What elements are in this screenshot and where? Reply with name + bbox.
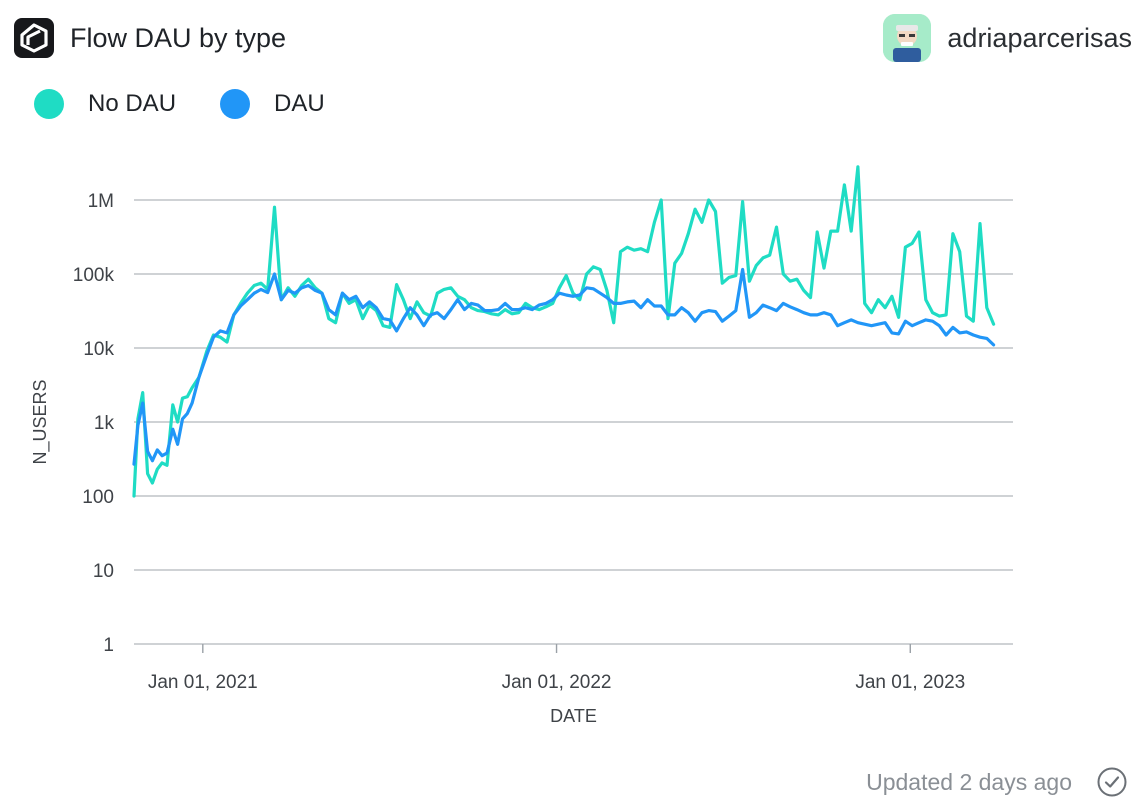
y-tick-label: 10k: [83, 339, 114, 360]
x-axis-label: DATE: [550, 706, 597, 726]
legend-swatch-dau: [220, 89, 251, 119]
user-avatar-icon[interactable]: [883, 14, 932, 62]
chart-legend: No DAU DAU: [34, 86, 369, 122]
series-line-no-dau[interactable]: [132, 165, 996, 498]
x-tick-label: Jan 01, 2021: [148, 672, 258, 693]
legend-swatch-no-dau: [34, 89, 64, 119]
chart-title: Flow DAU by type: [70, 23, 287, 53]
x-tick-label: Jan 01, 2022: [502, 672, 612, 693]
check-circle-icon[interactable]: [1096, 766, 1128, 798]
y-tick-label: 10: [93, 561, 114, 582]
legend-item-dau[interactable]: DAU: [220, 89, 325, 119]
x-tick-label: Jan 01, 2023: [855, 672, 965, 693]
legend-label-no-dau: No DAU: [88, 90, 177, 117]
updated-timestamp: Updated 2 days ago: [866, 768, 1072, 795]
chart-footer: Updated 2 days ago: [866, 766, 1128, 798]
y-tick-label: 1M: [88, 191, 114, 212]
username[interactable]: adriaparcerisas: [947, 22, 1132, 53]
y-tick-label: 1k: [94, 413, 115, 434]
chart-header: Flow DAU by type adriaparcerisas: [14, 14, 1132, 62]
y-tick-label: 100k: [73, 265, 115, 286]
legend-item-no-dau[interactable]: No DAU: [34, 89, 176, 119]
y-tick-label: 100: [82, 487, 114, 508]
line-chart: 1 10 100 1k 10k 100k 1M Jan 01, 2021 Jan 01, 202…: [30, 165, 1013, 726]
user-profile[interactable]: adriaparcerisas: [883, 14, 1132, 62]
y-axis-label: N_USERS: [30, 379, 51, 464]
series-line-dau[interactable]: [132, 267, 996, 466]
y-tick-label: 1: [103, 635, 114, 656]
legend-label-dau: DAU: [274, 90, 325, 117]
flipside-logo-icon: [14, 18, 54, 58]
